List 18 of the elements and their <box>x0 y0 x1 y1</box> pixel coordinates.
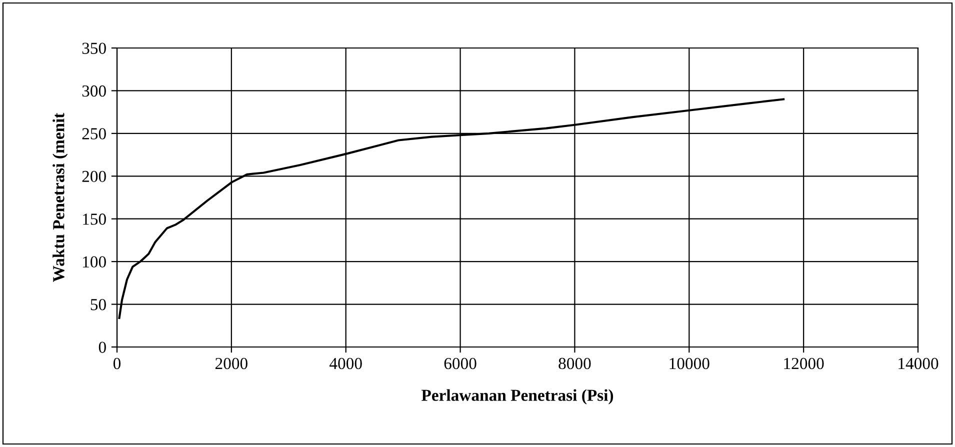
y-tick-label: 200 <box>82 170 106 182</box>
y-axis-title: Waktu Penetrasi (menit <box>52 112 68 282</box>
y-tick-label: 0 <box>98 342 106 353</box>
x-tick-label: 2000 <box>215 358 248 370</box>
y-tick-label: 100 <box>83 256 106 268</box>
x-tick-label: 0 <box>113 358 121 370</box>
x-axis-title: Perlawanan Penetrasi (Psi) <box>422 389 614 404</box>
y-tick-label: 50 <box>90 298 106 310</box>
x-tick-label: 6000 <box>444 358 476 370</box>
x-tick-label: 14000 <box>898 358 938 370</box>
x-tick-label: 10000 <box>670 358 710 370</box>
y-tick-label: 300 <box>82 85 106 97</box>
x-tick-label: 4000 <box>330 358 362 370</box>
x-tick-label: 8000 <box>558 358 591 370</box>
y-tick-label: 350 <box>82 42 106 54</box>
y-tick-label: 150 <box>83 214 106 225</box>
y-tick-label: 250 <box>82 128 106 140</box>
x-tick-label: 12000 <box>784 358 824 370</box>
